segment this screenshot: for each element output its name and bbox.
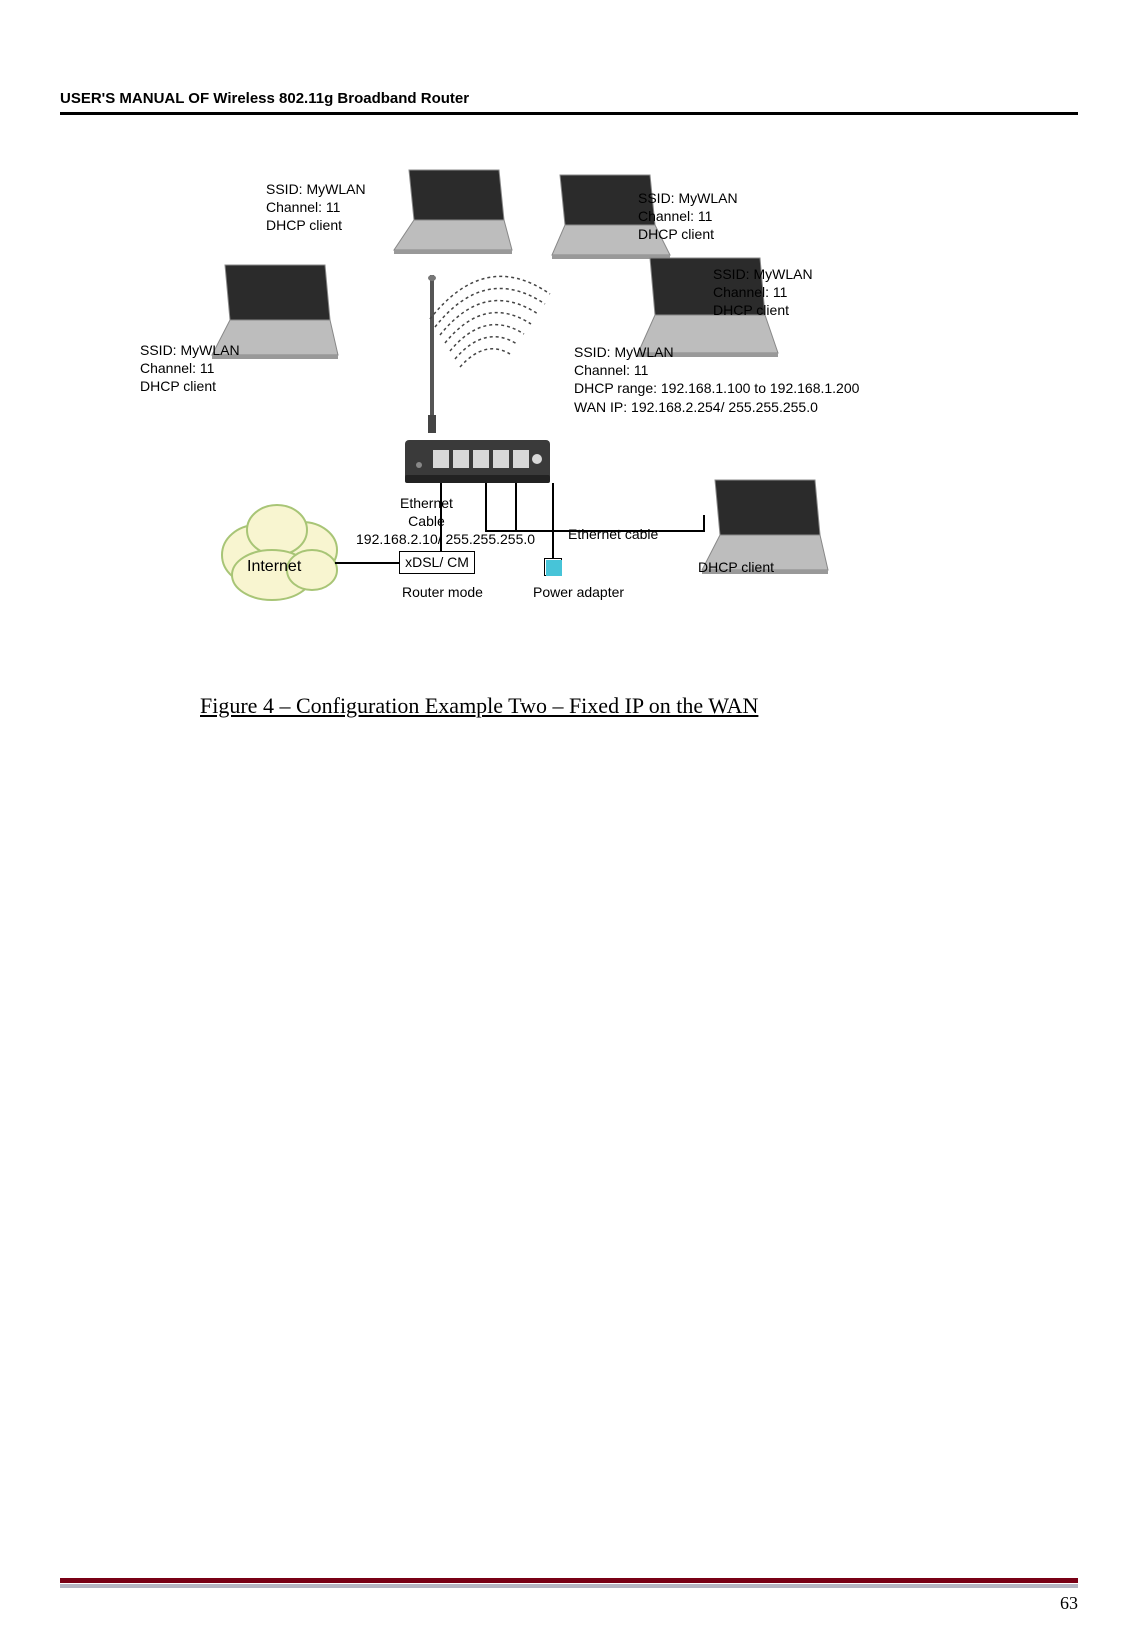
label-laptop-tr: SSID: MyWLANChannel: 11DHCP client xyxy=(638,189,738,244)
network-diagram: SSID: MyWLANChannel: 11DHCP client SSID:… xyxy=(140,165,1010,635)
label-router-info: SSID: MyWLANChannel: 11DHCP range: 192.1… xyxy=(574,343,859,416)
line-eth-h1 xyxy=(485,530,517,532)
internet-label: Internet xyxy=(247,558,301,576)
power-adapter-icon xyxy=(544,558,562,576)
line-power xyxy=(552,483,554,559)
label-power: Power adapter xyxy=(533,583,624,601)
modem-box: xDSL/ CM xyxy=(399,551,475,574)
line-router-to-modem xyxy=(440,483,442,551)
label-eth-right: Ethernet cable xyxy=(568,525,658,543)
label-modem-ip: 192.168.2.10/ 255.255.255.0 xyxy=(356,530,535,548)
figure-caption: Figure 4 – Configuration Example Two – F… xyxy=(200,693,758,719)
page-number: 63 xyxy=(1060,1593,1078,1614)
line-eth-h2 xyxy=(515,530,705,532)
footer-rule-red xyxy=(60,1578,1078,1583)
label-laptop-tl: SSID: MyWLANChannel: 11DHCP client xyxy=(266,180,366,235)
label-br-client: DHCP client xyxy=(698,558,774,576)
page-header: USER'S MANUAL OF Wireless 802.11g Broadb… xyxy=(60,90,469,107)
label-laptop-ml: SSID: MyWLANChannel: 11DHCP client xyxy=(140,341,240,396)
line-router-eth1 xyxy=(485,483,487,531)
label-eth-left: EthernetCable xyxy=(400,494,453,530)
wifi-signal-icon xyxy=(425,259,555,379)
router-device xyxy=(405,430,550,485)
line-router-eth2 xyxy=(515,483,517,531)
header-rule xyxy=(60,112,1078,115)
laptop-top-left xyxy=(384,165,514,255)
label-router-mode: Router mode xyxy=(402,583,483,601)
line-eth-to-laptop xyxy=(703,515,705,532)
label-laptop-mr: SSID: MyWLANChannel: 11DHCP client xyxy=(713,265,813,320)
line-cloud-modem xyxy=(335,562,399,564)
internet-cloud-icon xyxy=(217,495,347,605)
footer-rule-grey xyxy=(60,1584,1078,1588)
